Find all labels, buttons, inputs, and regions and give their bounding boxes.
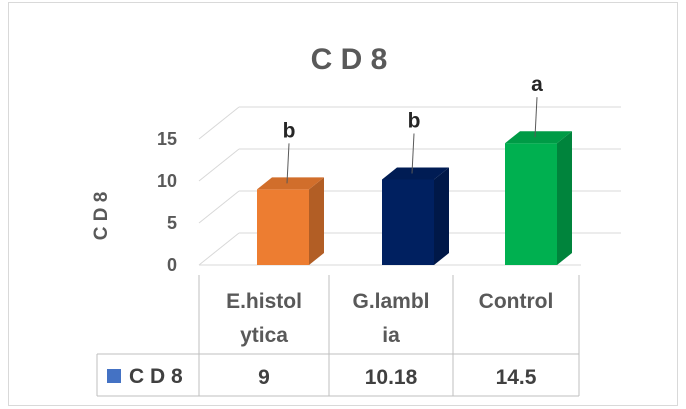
y-axis-ticks: 0 5 10 15: [157, 129, 177, 275]
significance-leader: [411, 133, 415, 174]
legend-series-name: C D 8: [129, 365, 183, 388]
bar-side: [557, 131, 572, 265]
cd8-bar-chart: C D 8 C D 8 0 5 10 15 b b a E.histol ytica G.la…: [91, 43, 621, 397]
significance-leader: [534, 97, 538, 138]
chart-area: C D 8 C D 8 0 5 10 15 b b a E.histol ytica G.la…: [8, 2, 678, 406]
data-value-label: 9: [258, 366, 270, 389]
significance-label: a: [531, 73, 543, 96]
bars: b b a: [257, 73, 572, 265]
significance-label: b: [408, 109, 421, 132]
data-value-label: 10.18: [365, 366, 418, 389]
gridline-diagonal: [198, 106, 240, 140]
bar: [257, 189, 309, 265]
bar: [382, 179, 434, 265]
x-category-label: ytica: [240, 324, 288, 347]
y-tick-label: 15: [157, 129, 177, 149]
x-category-label: Control: [479, 290, 554, 313]
bar-top: [382, 167, 449, 180]
bar-top: [505, 131, 572, 144]
bar: [505, 143, 557, 265]
x-category-label: ia: [382, 324, 400, 347]
x-category-label: E.histol: [226, 290, 302, 313]
significance-label: b: [283, 119, 296, 142]
significance-leader: [286, 143, 290, 184]
bar-top: [257, 177, 324, 190]
y-tick-label: 10: [157, 171, 177, 191]
y-tick-label: 0: [167, 255, 177, 275]
y-axis-label: C D 8: [91, 192, 112, 241]
data-table: E.histol ytica G.lambl ia Control C D 8 9 10.18…: [96, 275, 580, 397]
bar-side: [434, 167, 449, 265]
y-tick-label: 5: [167, 213, 177, 233]
chart-title: C D 8: [311, 43, 388, 76]
bar-side: [309, 177, 324, 265]
gridline-diagonal: [198, 190, 240, 224]
gridline-diagonal: [198, 232, 240, 266]
x-category-label: G.lambl: [352, 290, 429, 313]
data-value-label: 14.5: [496, 366, 537, 389]
gridline-diagonal: [198, 148, 240, 182]
legend-key: [107, 369, 121, 383]
